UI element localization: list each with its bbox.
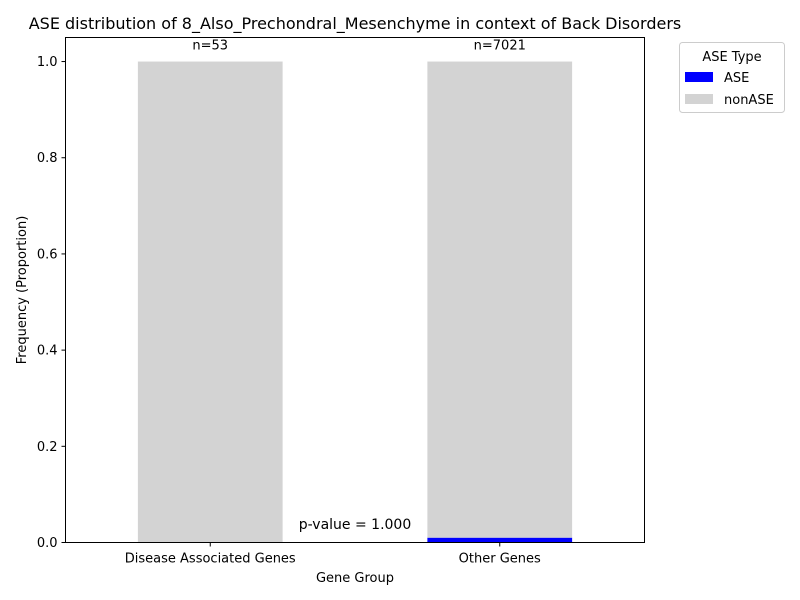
count-label: n=53 bbox=[192, 39, 228, 54]
count-label: n=7021 bbox=[474, 39, 526, 54]
legend-swatch-ase bbox=[685, 72, 713, 82]
legend-label: nonASE bbox=[724, 93, 774, 108]
y-tick-label: 0.2 bbox=[37, 440, 58, 455]
y-tick-label: 0.8 bbox=[37, 151, 58, 166]
plot-frame bbox=[65, 37, 645, 543]
legend-swatch-nonase bbox=[685, 94, 713, 104]
y-axis-ticks: 0.0 0.2 0.4 0.6 0.8 1.0 bbox=[37, 55, 66, 551]
count-labels: n=53 n=7021 bbox=[192, 39, 525, 54]
bar-nonase-0 bbox=[137, 61, 283, 543]
x-axis-ticks: Disease Associated Genes Other Genes bbox=[125, 542, 541, 567]
legend-items: ASE nonASE bbox=[685, 71, 774, 108]
chart-title: ASE distribution of 8_Also_Prechondral_M… bbox=[29, 14, 682, 34]
x-axis-label: Gene Group bbox=[316, 571, 394, 586]
y-tick-label: 1.0 bbox=[37, 55, 58, 70]
legend-title: ASE Type bbox=[702, 50, 761, 65]
legend: ASE Type ASE nonASE bbox=[679, 42, 785, 113]
x-tick-label: Other Genes bbox=[459, 552, 541, 567]
y-tick-label: 0.4 bbox=[37, 344, 58, 359]
y-tick-label: 0.0 bbox=[37, 536, 58, 551]
bar-nonase-1 bbox=[427, 61, 573, 538]
bar-ase-1 bbox=[427, 537, 573, 543]
bars bbox=[137, 61, 573, 543]
x-tick-label: Disease Associated Genes bbox=[125, 552, 296, 567]
legend-label: ASE bbox=[724, 71, 749, 86]
y-axis-label: Frequency (Proportion) bbox=[15, 216, 30, 365]
p-value-annotation: p-value = 1.000 bbox=[299, 517, 412, 533]
y-tick-label: 0.6 bbox=[37, 247, 58, 262]
